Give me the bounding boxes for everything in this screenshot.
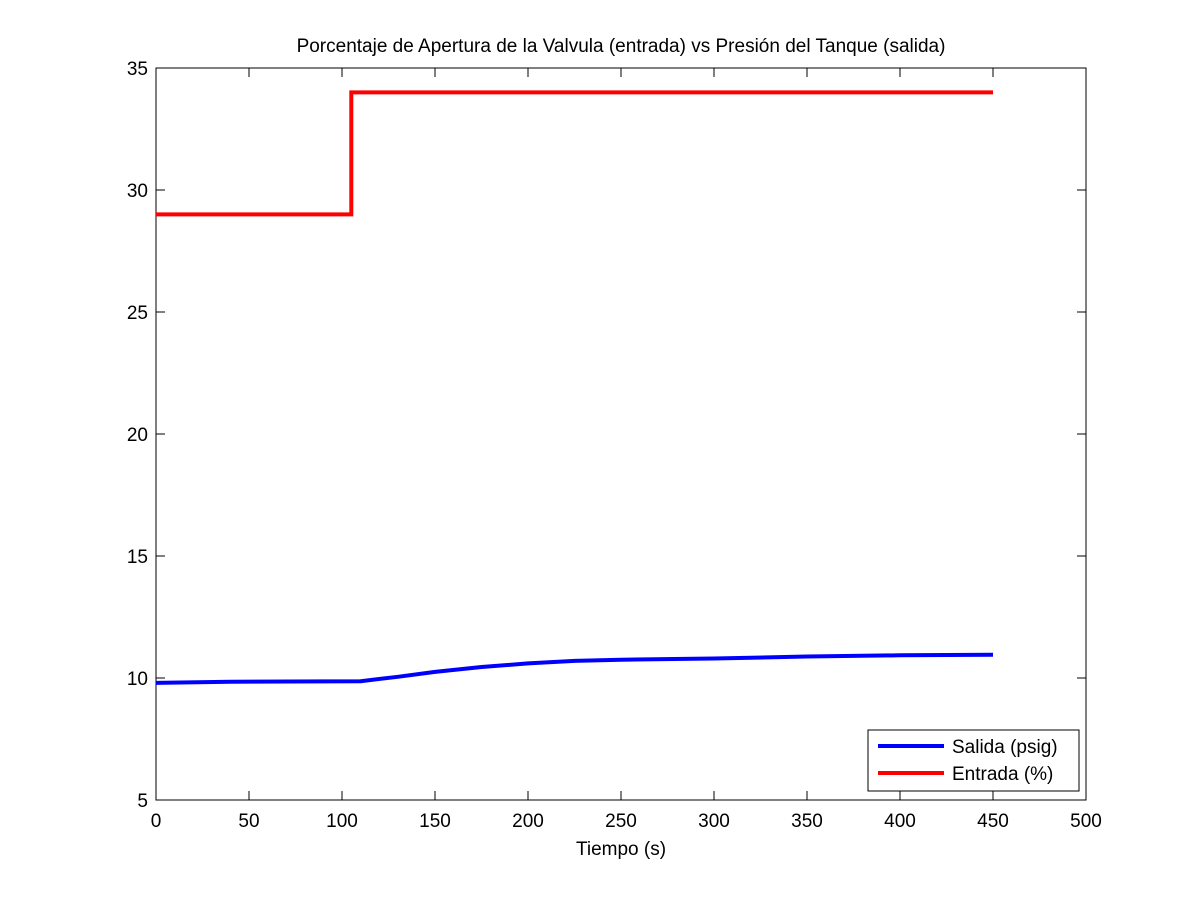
x-tick-label: 450: [977, 811, 1009, 832]
y-tick-label: 20: [127, 425, 148, 446]
series-layer: [155, 90, 994, 685]
series-line-0: [155, 652, 994, 685]
legend: Salida (psig) Entrada (%): [867, 729, 1080, 792]
legend-box: [867, 729, 1080, 792]
x-axis-label: Tiempo (s): [576, 839, 666, 860]
y-tick-label: 35: [127, 59, 148, 80]
y-tick-label: 25: [127, 303, 148, 324]
chart-title: Porcentaje de Apertura de la Valvula (en…: [297, 36, 946, 57]
y-tick-label: 15: [127, 547, 148, 568]
x-tick-label: 0: [151, 811, 162, 832]
x-tick-label: 250: [605, 811, 637, 832]
axis-ticks: 0 50 100 150 200 250 300 350 400 450 500 5 10 15 20 25 3…: [127, 59, 1102, 832]
x-tick-label: 500: [1070, 811, 1102, 832]
x-tick-label: 300: [698, 811, 730, 832]
y-tick-label: 30: [127, 181, 148, 202]
x-tick-label: 200: [512, 811, 544, 832]
x-tick-label: 50: [238, 811, 259, 832]
x-tick-label: 150: [419, 811, 451, 832]
x-tick-label: 350: [791, 811, 823, 832]
legend-label-entrada: Entrada (%): [952, 764, 1053, 785]
x-tick-label: 100: [326, 811, 358, 832]
y-tick-label: 5: [137, 791, 148, 812]
x-tick-label: 400: [884, 811, 916, 832]
plot-area: [155, 67, 1087, 801]
y-tick-label: 10: [127, 669, 148, 690]
series-line-1: [156, 90, 993, 217]
legend-label-salida: Salida (psig): [952, 737, 1058, 758]
